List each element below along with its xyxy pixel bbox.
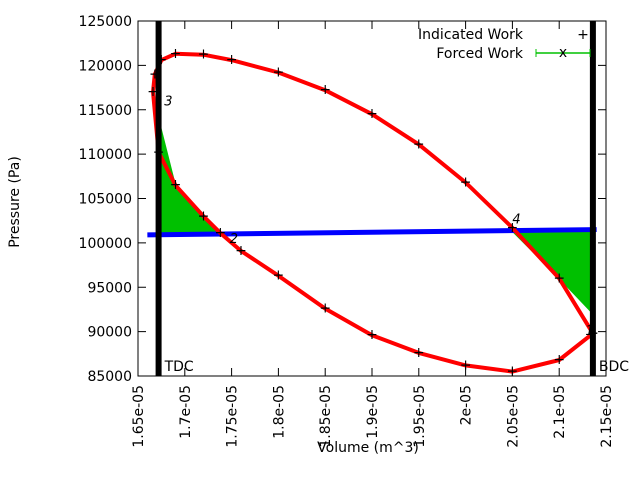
- legend: Indicated Work + Forced Work x: [418, 27, 591, 62]
- forced-work-region: [158, 118, 221, 236]
- x-tick-label: 1.95e-05: [412, 385, 428, 448]
- indicated-work-point: +: [460, 357, 472, 373]
- x-axis-label: Volume (m^3): [317, 440, 419, 456]
- dead-centre-label: BDC: [599, 359, 629, 375]
- y-tick-label: 120000: [79, 58, 132, 74]
- point-label: 2: [230, 232, 238, 247]
- x-tick-label: 1.75e-05: [225, 385, 241, 448]
- indicated-work-point: +: [149, 66, 161, 82]
- x-tick-label: 2.05e-05: [505, 385, 521, 448]
- x-tick-label: 2.1e-05: [552, 385, 568, 439]
- y-tick-label: 95000: [87, 280, 132, 296]
- y-tick-label: 100000: [79, 236, 132, 252]
- y-axis-label: Pressure (Pa): [7, 156, 23, 248]
- forced-work-fill-layer: [158, 118, 594, 316]
- point-annotations: 1 2 3 4: [164, 94, 593, 339]
- legend-label-indicated-work: Indicated Work: [418, 27, 524, 43]
- x-tick-label: 1.85e-05: [318, 385, 334, 448]
- legend-marker-indicated-work: +: [577, 27, 589, 43]
- indicated-work-point: +: [366, 327, 378, 343]
- x-tick-label: 1.7e-05: [178, 385, 194, 439]
- indicated-work-point: +: [273, 268, 285, 284]
- indicated-work-point: +: [273, 64, 285, 80]
- legend-label-forced-work: Forced Work: [436, 46, 524, 62]
- indicated-work-point: +: [413, 136, 425, 152]
- indicated-work-point: +: [235, 243, 247, 259]
- x-tick-label: 1.9e-05: [365, 385, 381, 439]
- y-tick-label: 90000: [87, 325, 132, 341]
- y-tick-label: 105000: [79, 192, 132, 208]
- indicated-work-point: +: [507, 220, 519, 236]
- indicated-work-point: +: [319, 301, 331, 317]
- indicated-work-point: +: [198, 208, 210, 224]
- plot-frame: [137, 20, 607, 377]
- indicated-work-point: +: [460, 175, 472, 191]
- legend-x-marker: x: [559, 45, 567, 61]
- indicated-work-point: +: [319, 82, 331, 98]
- point-label: 1: [585, 324, 593, 339]
- x-tick-label: 1.65e-05: [131, 385, 147, 448]
- indicated-work-point: +: [147, 84, 159, 100]
- y-tick-label: 115000: [79, 103, 132, 119]
- indicated-work-point: +: [226, 52, 238, 68]
- point-label: 3: [164, 94, 172, 109]
- indicated-work-point: +: [413, 345, 425, 361]
- indicated-work-point: +: [215, 225, 227, 241]
- x-tick-label: 1.8e-05: [271, 385, 287, 439]
- indicated-work-point: +: [553, 352, 565, 368]
- point-label: 4: [512, 212, 520, 227]
- axis-ticks: 85000 90000 95000 100000 105000 110000 115000 1…: [79, 14, 615, 448]
- indicated-work-point: +: [366, 106, 378, 122]
- y-tick-label: 125000: [79, 14, 132, 30]
- dead-centre-marker-layer: TDC BDC: [155, 21, 629, 376]
- x-tick-label: 2.15e-05: [599, 385, 615, 448]
- legend-marker-forced-work: x: [535, 45, 591, 61]
- y-tick-label: 85000: [87, 369, 132, 385]
- y-tick-label: 110000: [79, 147, 132, 163]
- indicated-work-loop: [151, 51, 595, 374]
- dead-centre-label: TDC: [164, 359, 194, 375]
- indicated-work-point: +: [170, 46, 182, 62]
- x-tick-label: 2e-05: [459, 385, 475, 425]
- indicated-work-point: +: [553, 270, 565, 286]
- indicated-work-loop-layer: +++++++++++++++++++++++++++: [147, 46, 599, 380]
- indicated-work-point: +: [170, 177, 182, 193]
- indicated-work-point: +: [198, 47, 210, 63]
